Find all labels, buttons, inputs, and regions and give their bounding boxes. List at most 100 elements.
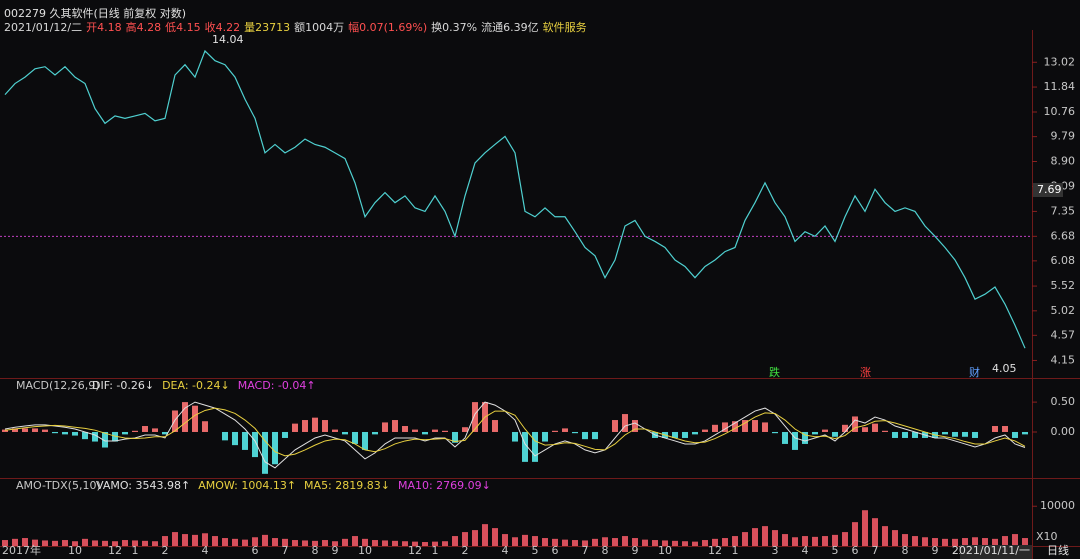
volume-bar — [942, 538, 948, 546]
quote-item: 开4.18 — [86, 21, 122, 34]
x-tick-label: 7 — [872, 544, 879, 557]
volume-bar — [392, 540, 398, 546]
volume-bar — [12, 538, 18, 546]
volume-bar — [82, 538, 88, 546]
volume-bar — [792, 537, 798, 546]
macd-bar — [132, 430, 138, 432]
volume-bar — [652, 540, 658, 546]
macd-bar — [532, 431, 538, 462]
x-tick-label: 6 — [852, 544, 859, 557]
volume-bar — [522, 534, 528, 546]
macd-bar — [22, 428, 28, 432]
x-tick-label: 6 — [552, 544, 559, 557]
volume-bar — [72, 541, 78, 546]
macd-bar — [542, 431, 548, 442]
volume-bar — [882, 526, 888, 546]
stock-title: 002279 久其软件(日线 前复权 对数) — [4, 6, 186, 20]
volume-bar — [922, 537, 928, 546]
volume-bar — [242, 539, 248, 546]
macd-bar — [2, 429, 8, 432]
x-tick-label: 12 — [408, 544, 422, 557]
indicator-title: AMO-TDX(5,10) — [16, 479, 101, 492]
macd-bar — [282, 431, 288, 438]
macd-bar — [812, 431, 818, 435]
legend-entry: VAMO: 3543.98↑ — [96, 479, 190, 492]
quote-item: 低4.15 — [165, 21, 201, 34]
macd-bar — [102, 431, 108, 448]
volume-bar — [812, 536, 818, 546]
macd-bar — [52, 431, 58, 434]
x-tick-label: 6 — [252, 544, 259, 557]
macd-bar — [522, 431, 528, 462]
volume-bar — [582, 540, 588, 546]
unit-label: X10 — [1036, 530, 1058, 543]
macd-bar — [822, 429, 828, 432]
x-tick-label: 1 — [132, 544, 139, 557]
y-tick-label: 10000 — [1040, 499, 1075, 512]
volume-bar — [1022, 538, 1028, 546]
macd-bar — [572, 431, 578, 434]
volume-bar — [852, 522, 858, 546]
quote-item: 换0.37% — [431, 20, 477, 34]
volume-bar — [142, 540, 148, 546]
volume-bar — [862, 510, 868, 546]
volume-bar — [172, 532, 178, 546]
volume-bar — [42, 540, 48, 546]
volume-bar — [402, 541, 408, 546]
volume-bar — [362, 538, 368, 546]
y-tick-label: 5.02 — [1051, 304, 1076, 317]
x-tick-label: 2 — [162, 544, 169, 557]
volume-bar — [972, 537, 978, 546]
macd-bar — [232, 431, 238, 446]
macd-bar — [562, 428, 568, 432]
period-label: 日线 — [1047, 543, 1069, 557]
x-tick-label: 10 — [68, 544, 82, 557]
quote-item: 幅0.07(1.69%) — [348, 21, 427, 34]
macd-bar — [302, 420, 308, 432]
volume-bar — [542, 538, 548, 546]
x-tick-label: 1 — [432, 544, 439, 557]
volume-bar — [62, 540, 68, 546]
macd-bar — [62, 431, 68, 435]
legend-entry: AMOW: 1004.13↑ — [198, 479, 296, 492]
volume-bar — [232, 538, 238, 546]
macd-bar — [492, 420, 498, 432]
volume-bar — [192, 534, 198, 546]
macd-bar — [182, 402, 188, 432]
macd-bar — [752, 420, 758, 432]
volume-bar — [372, 540, 378, 546]
macd-bar — [1022, 431, 1028, 435]
x-tick-label: 8 — [602, 544, 609, 557]
macd-bar — [732, 421, 738, 432]
macd-bar — [72, 431, 78, 436]
volume-bar — [962, 538, 968, 546]
macd-bar — [712, 424, 718, 432]
macd-bar — [272, 431, 278, 465]
macd-bar — [222, 431, 228, 441]
macd-bar — [202, 421, 208, 432]
volume-bar — [802, 536, 808, 546]
macd-bar — [242, 431, 248, 450]
annotation: 7.69 — [1037, 183, 1062, 196]
volume-bar — [982, 538, 988, 546]
annotation: 14.04 — [212, 33, 244, 46]
macd-bar — [462, 427, 468, 432]
volume-bar — [122, 540, 128, 546]
macd-bar — [252, 431, 258, 458]
volume-bar — [592, 538, 598, 546]
volume-bar — [672, 540, 678, 546]
y-tick-label: 10.76 — [1044, 105, 1076, 118]
volume-bar — [262, 534, 268, 546]
x-tick-label: 2021/01/11/一 — [952, 544, 1030, 557]
x-tick-label: 9 — [932, 544, 939, 557]
x-tick-label: 4 — [802, 544, 809, 557]
macd-bar — [432, 429, 438, 432]
volume-bar — [892, 530, 898, 546]
macd-bar — [962, 431, 968, 437]
volume-bar — [632, 538, 638, 546]
macd-bar — [552, 430, 558, 432]
macd-bar — [352, 431, 358, 444]
x-tick-label: 1 — [732, 544, 739, 557]
macd-bar — [862, 427, 868, 432]
macd-bar — [1012, 431, 1018, 438]
